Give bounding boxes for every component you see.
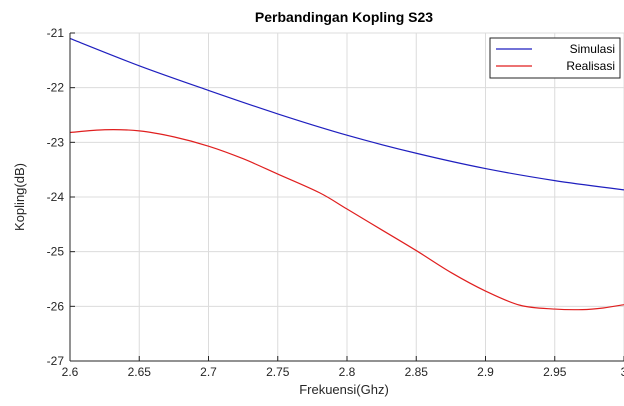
legend-label-realisasi: Realisasi	[566, 59, 615, 73]
legend-label-simulasi: Simulasi	[570, 42, 615, 56]
x-tick-label: 2.65	[128, 365, 152, 379]
axes-group: 2.6 2.65 2.7 2.75 2.8 2.85 2.9 2.95 3 -21 -22 -23 -2…	[47, 26, 624, 379]
series-group	[69, 37, 624, 311]
y-axis-label: Kopling(dB)	[12, 163, 27, 231]
x-tick-label: 2.8	[339, 365, 356, 379]
series-line-simulasi	[69, 37, 624, 191]
y-tick-label: -22	[47, 81, 65, 95]
y-tick-label: -26	[47, 299, 65, 313]
legend: Simulasi Realisasi	[489, 37, 621, 79]
y-tick-label: -24	[47, 190, 65, 204]
x-tick-label: 2.75	[266, 365, 290, 379]
y-tick-label: -21	[47, 26, 65, 40]
y-tick-label: -25	[47, 245, 65, 259]
x-tick-label: 2.6	[62, 365, 79, 379]
x-tick-label: 2.7	[200, 365, 217, 379]
x-axis-label: Frekuensi(Ghz)	[299, 382, 389, 397]
series-line-realisasi	[69, 129, 624, 311]
x-tick-label: 2.85	[405, 365, 429, 379]
grid-lines	[70, 32, 624, 361]
x-tick-label: 3	[621, 365, 624, 379]
y-tick-label: -27	[47, 354, 65, 368]
x-tick-label: 2.95	[543, 365, 567, 379]
x-tick-label: 2.9	[477, 365, 494, 379]
chart-title: Perbandingan Kopling S23	[255, 9, 433, 25]
legend-box	[489, 37, 621, 79]
y-tick-label: -23	[47, 135, 65, 149]
